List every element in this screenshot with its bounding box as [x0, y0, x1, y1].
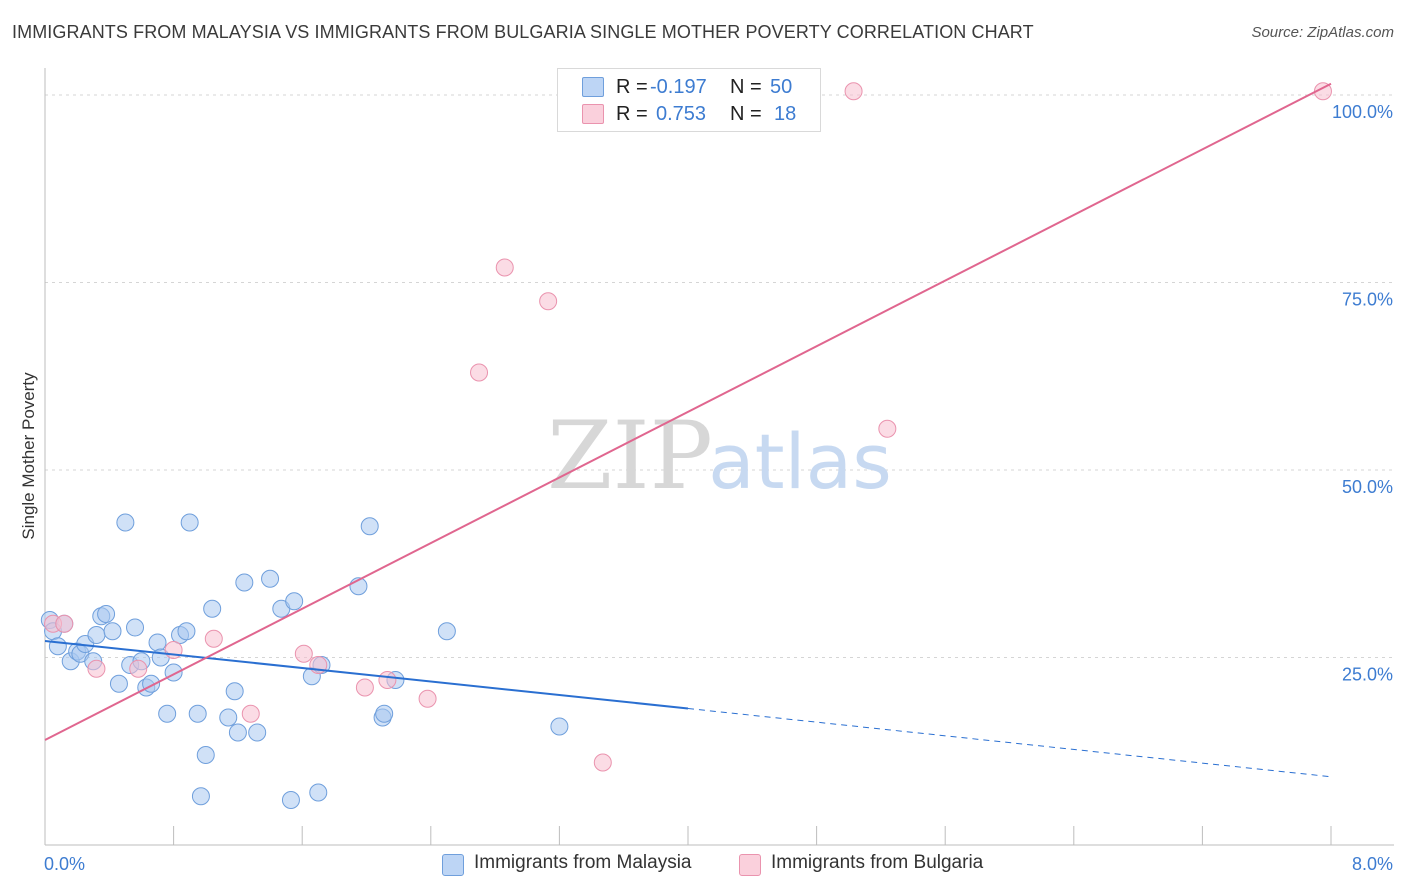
bottom-legend-swatch-bulgaria: [739, 854, 761, 876]
bulgaria-point: [355, 678, 374, 697]
bulgaria-point: [539, 292, 558, 311]
bulgaria-trend-line: [44, 82, 1332, 741]
legend-n-label: N =: [730, 102, 762, 125]
trend-lines: [44, 82, 1332, 778]
malaysia-point: [196, 746, 215, 764]
malaysia-point: [203, 599, 222, 618]
legend-n-value: 18: [774, 102, 797, 125]
bulgaria-point: [241, 704, 260, 723]
malaysia-point: [180, 513, 199, 532]
bulgaria-point: [378, 671, 397, 689]
gridlines: [45, 94, 1394, 658]
malaysia-point: [109, 674, 128, 693]
malaysia-point: [228, 723, 247, 742]
legend-r-value: -0.197: [650, 75, 707, 98]
malaysia-point: [281, 791, 300, 809]
bulgaria-point: [495, 258, 514, 277]
legend-n-label: N =: [730, 75, 762, 98]
legend-swatch-malaysia: [582, 77, 604, 97]
malaysia-point: [219, 708, 238, 727]
malaysia-point: [191, 787, 210, 806]
malaysia-point: [309, 783, 328, 802]
malaysia-point: [225, 682, 244, 701]
tick-labels: 25.0% 50.0% 75.0% 100.0% 0.0% 8.0%: [44, 102, 1393, 874]
malaysia-point: [126, 618, 145, 637]
malaysia-point: [285, 592, 304, 611]
bottom-legend-label-bulgaria: Immigrants from Bulgaria: [771, 852, 984, 873]
x-tick-label: 8.0%: [1352, 854, 1393, 874]
malaysia-point: [116, 513, 135, 532]
malaysia-point: [248, 723, 267, 742]
y-tick-label: 50.0%: [1342, 477, 1393, 497]
watermark: ZIP atlas: [547, 402, 892, 511]
legend-r-label: R =: [616, 102, 648, 125]
malaysia-trend-extension: [687, 708, 1332, 778]
malaysia-point: [188, 704, 207, 723]
malaysia-point: [177, 622, 196, 641]
malaysia-point: [148, 633, 167, 652]
correlation-legend: R = -0.197 N = 50 R = 0.753 N = 18: [557, 68, 821, 132]
bulgaria-point: [470, 363, 489, 382]
malaysia-point: [103, 622, 122, 641]
watermark-zip: ZIP: [547, 402, 713, 511]
malaysia-point: [87, 626, 106, 644]
bulgaria-point: [593, 753, 612, 772]
y-tick-label: 100.0%: [1332, 102, 1393, 122]
bulgaria-point: [878, 419, 897, 438]
bottom-legend-label-malaysia: Immigrants from Malaysia: [474, 852, 692, 873]
bulgaria-point: [87, 659, 106, 678]
bulgaria-point: [294, 644, 313, 663]
bulgaria-point: [55, 614, 74, 633]
bulgaria-point: [129, 659, 148, 678]
legend-n-value: 50: [770, 75, 793, 98]
watermark-atlas: atlas: [708, 417, 892, 506]
bulgaria-point: [844, 82, 863, 101]
x-tick-label: 0.0%: [44, 854, 85, 874]
bulgaria-point: [418, 689, 437, 708]
y-axis-label: Single Mother Poverty: [19, 372, 38, 540]
malaysia-point: [48, 637, 67, 656]
y-tick-label: 75.0%: [1342, 290, 1393, 310]
malaysia-point: [550, 717, 569, 736]
bulgaria-point: [204, 629, 223, 648]
malaysia-point: [235, 573, 254, 592]
legend-swatch-bulgaria: [582, 104, 604, 124]
malaysia-point: [97, 605, 116, 623]
bottom-legend-swatch-malaysia: [442, 854, 464, 876]
legend-r-value: 0.753: [656, 102, 707, 125]
malaysia-point: [261, 569, 280, 588]
malaysia-point: [360, 517, 379, 536]
malaysia-trend-line: [44, 640, 689, 710]
malaysia-point: [158, 704, 177, 723]
source-label: Source: ZipAtlas.com: [1251, 24, 1394, 41]
series-bulgaria-points: [44, 82, 1332, 772]
legend-r-label: R =: [616, 75, 648, 98]
y-tick-label: 25.0%: [1342, 665, 1393, 685]
malaysia-point: [437, 622, 456, 641]
axes: [44, 68, 1394, 846]
series-malaysia-points: [40, 513, 569, 809]
malaysia-point: [375, 704, 394, 723]
chart-title: IMMIGRANTS FROM MALAYSIA VS IMMIGRANTS F…: [12, 22, 1034, 42]
